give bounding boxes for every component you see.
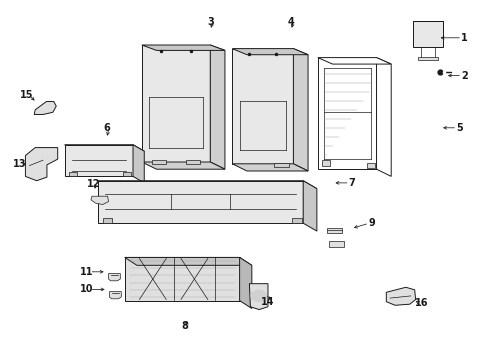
- Polygon shape: [366, 163, 374, 168]
- Text: 15: 15: [20, 90, 34, 100]
- Text: 4: 4: [287, 17, 294, 27]
- Polygon shape: [239, 257, 251, 309]
- Text: 10: 10: [80, 284, 94, 294]
- Text: 14: 14: [261, 297, 274, 307]
- Polygon shape: [273, 163, 288, 167]
- Polygon shape: [326, 228, 342, 233]
- Text: 1: 1: [460, 33, 467, 43]
- Polygon shape: [133, 145, 144, 183]
- Polygon shape: [98, 181, 316, 189]
- Polygon shape: [328, 241, 344, 247]
- Polygon shape: [142, 45, 224, 50]
- Polygon shape: [249, 284, 267, 310]
- Polygon shape: [124, 257, 239, 301]
- Polygon shape: [317, 58, 376, 169]
- Polygon shape: [376, 58, 390, 176]
- Polygon shape: [25, 148, 58, 181]
- Polygon shape: [386, 287, 415, 305]
- Polygon shape: [232, 49, 293, 164]
- Text: 11: 11: [80, 267, 94, 277]
- Polygon shape: [69, 172, 77, 176]
- Polygon shape: [210, 45, 224, 169]
- Polygon shape: [317, 58, 390, 64]
- Polygon shape: [64, 145, 144, 151]
- Text: 5: 5: [455, 123, 462, 133]
- Text: 16: 16: [414, 298, 427, 308]
- Circle shape: [250, 290, 266, 302]
- Polygon shape: [64, 145, 133, 176]
- Polygon shape: [232, 49, 307, 55]
- Text: 9: 9: [367, 218, 374, 228]
- Polygon shape: [303, 181, 316, 231]
- Polygon shape: [142, 162, 224, 169]
- Polygon shape: [293, 49, 307, 171]
- Polygon shape: [185, 160, 200, 164]
- Text: 7: 7: [348, 178, 355, 188]
- Polygon shape: [98, 181, 303, 223]
- Polygon shape: [232, 164, 307, 171]
- Polygon shape: [321, 160, 329, 166]
- Polygon shape: [412, 21, 442, 47]
- Bar: [417, 57, 437, 60]
- Polygon shape: [292, 218, 302, 223]
- Polygon shape: [123, 172, 131, 176]
- Text: 12: 12: [87, 179, 101, 189]
- Polygon shape: [108, 274, 120, 281]
- Polygon shape: [91, 196, 108, 204]
- Polygon shape: [142, 45, 210, 162]
- Text: 6: 6: [103, 123, 110, 133]
- Polygon shape: [102, 218, 112, 223]
- Polygon shape: [109, 292, 121, 299]
- Polygon shape: [124, 257, 251, 265]
- Polygon shape: [151, 160, 166, 164]
- Polygon shape: [34, 102, 56, 114]
- Text: 8: 8: [181, 321, 188, 331]
- Text: 3: 3: [206, 17, 213, 27]
- Text: 13: 13: [13, 159, 26, 169]
- Text: 2: 2: [460, 71, 467, 81]
